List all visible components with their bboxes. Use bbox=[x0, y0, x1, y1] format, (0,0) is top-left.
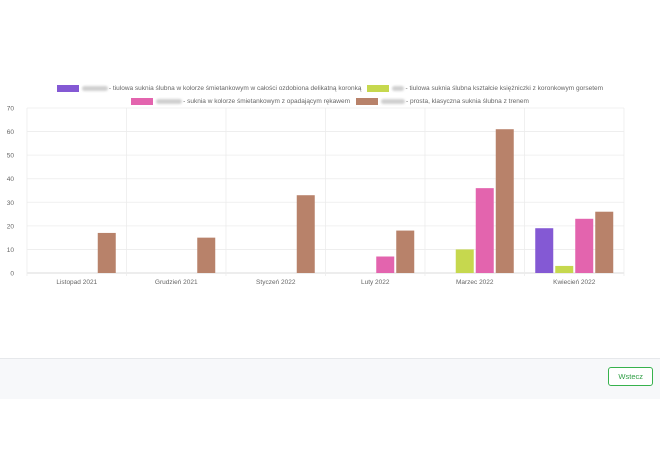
bar-series-4 bbox=[595, 211, 614, 273]
legend-swatch-series-3 bbox=[131, 98, 154, 105]
bar-series-4 bbox=[97, 232, 116, 273]
x-tick-label: Grudzień 2021 bbox=[155, 279, 198, 286]
legend-row-2: - suknia w kolorze śmietankowym z opadaj… bbox=[0, 95, 660, 108]
legend-item-series-4[interactable]: - prosta, klasyczna suknia ślubna z tren… bbox=[356, 98, 529, 105]
bar-series-1 bbox=[535, 228, 554, 273]
x-tick-label: Listopad 2021 bbox=[56, 279, 97, 286]
legend-label-series-4: - prosta, klasyczna suknia ślubna z tren… bbox=[406, 98, 529, 105]
redacted-name bbox=[156, 99, 183, 104]
chart-canvas: 0 10 20 30 40 50 60 70 Listopad 2021 Grudzień 202… bbox=[7, 106, 625, 286]
bar-series-4 bbox=[396, 230, 415, 273]
bar-series-4 bbox=[495, 129, 514, 273]
redacted-name bbox=[381, 99, 406, 104]
legend-swatch-series-1 bbox=[56, 85, 79, 92]
chart-legend: - tiulowa suknia ślubna w kolorze śmieta… bbox=[0, 82, 660, 108]
legend-item-series-2[interactable]: - tiulowa suknia ślubna kształcie księżn… bbox=[367, 85, 603, 92]
redacted-name bbox=[81, 86, 108, 91]
legend-label-series-3: - suknia w kolorze śmietankowym z opadaj… bbox=[183, 98, 351, 105]
y-tick-label: 40 bbox=[7, 176, 15, 183]
back-button[interactable]: Wstecz bbox=[608, 367, 653, 386]
legend-item-series-1[interactable]: - tiulowa suknia ślubna w kolorze śmieta… bbox=[56, 85, 362, 92]
x-tick-label: Kwiecień 2022 bbox=[553, 279, 596, 286]
legend-row-1: - tiulowa suknia ślubna w kolorze śmieta… bbox=[0, 82, 660, 95]
x-tick-label: Luty 2022 bbox=[361, 279, 390, 286]
footer-bar: Wstecz bbox=[0, 358, 660, 399]
bar-chart: 0 10 20 30 40 50 60 70 Listopad 2021 Grudzień 202… bbox=[0, 80, 660, 295]
bar-series-3 bbox=[376, 256, 395, 273]
y-tick-label: 20 bbox=[7, 223, 15, 230]
bar-series-2 bbox=[455, 249, 474, 273]
legend-label-series-1: - tiulowa suknia ślubna w kolorze śmieta… bbox=[108, 85, 362, 92]
y-tick-label: 10 bbox=[7, 247, 15, 254]
x-tick-label: Styczeń 2022 bbox=[256, 279, 296, 286]
y-tick-label: 50 bbox=[7, 153, 15, 160]
legend-label-series-2: - tiulowa suknia ślubna kształcie księżn… bbox=[405, 85, 604, 92]
y-tick-label: 0 bbox=[10, 271, 14, 278]
legend-swatch-series-2 bbox=[367, 85, 390, 92]
bar-series-3 bbox=[575, 218, 594, 273]
redacted-name bbox=[392, 86, 405, 91]
legend-swatch-series-4 bbox=[356, 98, 379, 105]
bar-series-4 bbox=[296, 195, 315, 273]
y-tick-label: 60 bbox=[7, 129, 15, 136]
x-tick-label: Marzec 2022 bbox=[456, 279, 494, 286]
bar-series-2 bbox=[555, 265, 574, 273]
y-tick-label: 30 bbox=[7, 200, 15, 207]
legend-item-series-3[interactable]: - suknia w kolorze śmietankowym z opadaj… bbox=[131, 98, 350, 105]
bar-series-3 bbox=[475, 188, 494, 273]
bar-series-4 bbox=[197, 237, 216, 273]
y-tick-label: 70 bbox=[7, 106, 15, 113]
